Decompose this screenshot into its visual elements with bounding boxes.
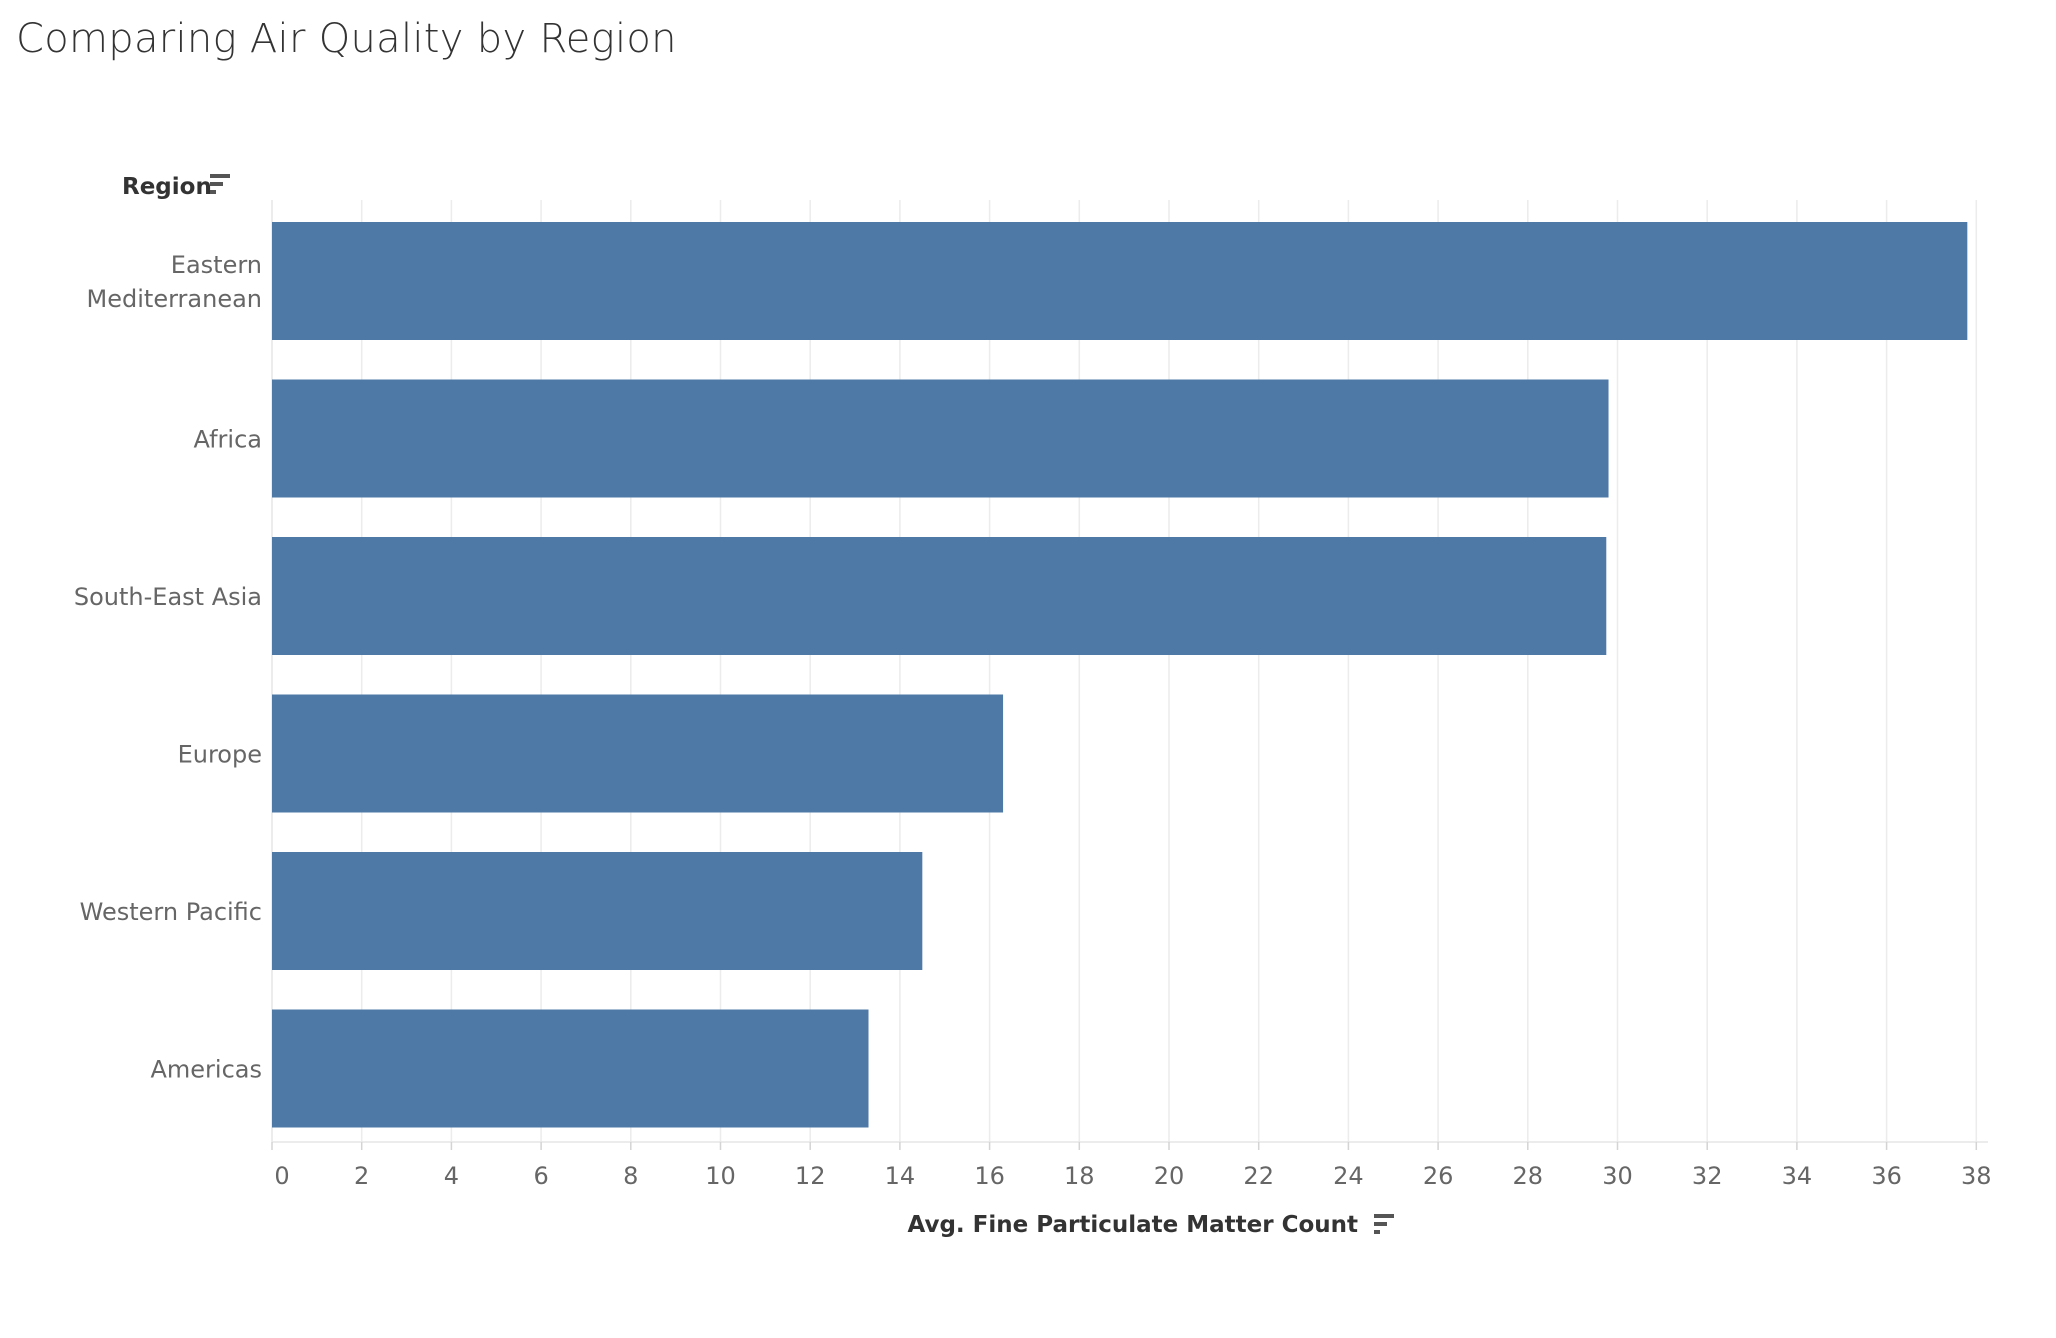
tick-label: 28 — [1513, 1162, 1544, 1190]
category-label-line: Mediterranean — [87, 285, 262, 313]
gridlines — [271, 200, 1978, 1142]
bar[interactable] — [272, 1009, 869, 1128]
category-label: Europe — [178, 741, 262, 769]
tick-label: 36 — [1871, 1162, 1902, 1190]
x-axis: 0 2 4 6 8 10 12 14 16 18 20 22 24 26 28 30 32 34 36 38Avg. … — [271, 1141, 1992, 1238]
tick-label: 4 — [444, 1162, 459, 1190]
category-label: Western Pacific — [80, 898, 262, 926]
category-labels: Eastern Mediterranean Africa South-East Asi… — [74, 251, 262, 1084]
tick-label: 22 — [1243, 1162, 1274, 1190]
bars — [272, 222, 1968, 1128]
bar[interactable] — [272, 537, 1607, 655]
tick-label: 26 — [1423, 1162, 1454, 1190]
tick-label: 18 — [1064, 1162, 1095, 1190]
headers: Region — [122, 174, 230, 200]
tick-label: 20 — [1154, 1162, 1185, 1190]
category-label: South-East Asia — [74, 583, 262, 611]
bar[interactable] — [272, 694, 1004, 813]
tick-label: 14 — [885, 1162, 916, 1190]
sort-icon-bar — [1374, 1230, 1380, 1234]
sort-icon-bar — [210, 174, 230, 178]
bar[interactable] — [272, 222, 1968, 340]
category-label-line: Western Pacific — [80, 898, 262, 926]
bar[interactable] — [272, 852, 923, 970]
tick-label: 12 — [795, 1162, 826, 1190]
sort-icon-bar — [210, 182, 223, 186]
tick-label: 6 — [533, 1162, 548, 1190]
tick-label: 38 — [1961, 1162, 1992, 1190]
sort-icon-bar — [210, 190, 216, 194]
x-axis-title: Avg. Fine Particulate Matter Count — [907, 1212, 1358, 1238]
tick-label: 10 — [705, 1162, 736, 1190]
region-header: Region — [122, 174, 212, 200]
category-label-line: Americas — [150, 1056, 262, 1084]
tick-label: 2 — [354, 1162, 369, 1190]
category-label-line: Eastern — [171, 251, 262, 279]
category-label-line: Africa — [194, 426, 262, 454]
tick-label: 32 — [1692, 1162, 1723, 1190]
category-label: Americas — [150, 1056, 262, 1084]
chart-title: Comparing Air Quality by Region — [16, 16, 677, 62]
sort-icon[interactable] — [210, 174, 230, 194]
category-label: Africa — [194, 426, 262, 454]
tick-label: 30 — [1602, 1162, 1633, 1190]
tick-label: 8 — [623, 1162, 638, 1190]
tick-label: 24 — [1333, 1162, 1364, 1190]
category-label: Eastern Mediterranean — [87, 251, 262, 313]
sort-icon-bar — [1374, 1214, 1394, 1218]
sort-icon[interactable] — [1374, 1214, 1394, 1234]
sort-icon-bar — [1374, 1222, 1387, 1226]
tick-label: 16 — [974, 1162, 1005, 1190]
bar[interactable] — [272, 379, 1609, 498]
tick-label: 34 — [1782, 1162, 1813, 1190]
tick-label: 0 — [274, 1162, 289, 1190]
category-label-line: Europe — [178, 741, 262, 769]
category-label-line: South-East Asia — [74, 583, 262, 611]
